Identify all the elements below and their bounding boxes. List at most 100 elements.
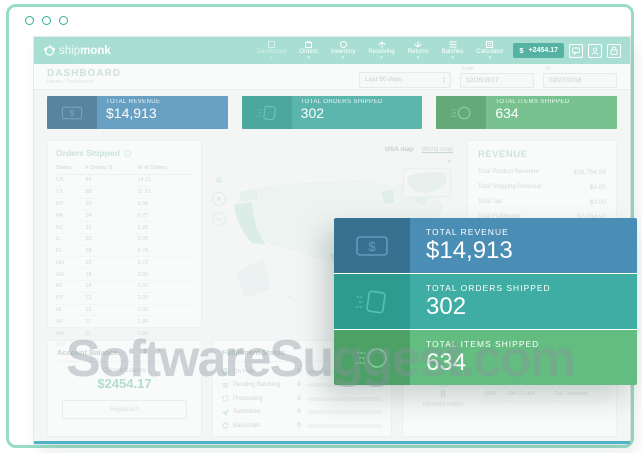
page-title-block: DASHBOARD Home / Dashboard bbox=[47, 68, 121, 85]
shipped-items-icon bbox=[334, 330, 410, 385]
world-map-link[interactable]: World map bbox=[421, 146, 453, 153]
usa-map-tab[interactable]: USA map bbox=[385, 146, 414, 153]
fulfillment-row: Pending Batching 0 bbox=[222, 382, 382, 389]
nav-label: Returns bbox=[407, 49, 429, 55]
shipmonk-logo[interactable]: shipmonk bbox=[43, 44, 111, 57]
returns-icon bbox=[414, 41, 423, 48]
clock-icon bbox=[222, 368, 229, 375]
from-date-input[interactable]: 12/26/2017 bbox=[460, 72, 534, 88]
breadcrumb: Home / Dashboard bbox=[47, 78, 94, 85]
batch-layers-icon bbox=[222, 382, 229, 388]
nav-item-dashboard[interactable]: Dashboard ▾ bbox=[256, 41, 287, 61]
nav-label: Inventory bbox=[330, 49, 356, 55]
stat-label: TOTAL ORDERS SHIPPED bbox=[426, 283, 551, 293]
date-from-group: From 12/26/2017 bbox=[460, 66, 534, 88]
user-button[interactable] bbox=[588, 43, 602, 58]
table-row: MA 11 1.86 bbox=[56, 327, 193, 340]
shipped-box-icon bbox=[241, 96, 292, 129]
table-row: OH 22 3.72 bbox=[56, 256, 193, 270]
chevron-down-icon: ▾ bbox=[451, 55, 454, 61]
fulfillment-row: Backorder 0 bbox=[222, 422, 382, 429]
table-row: NJ 31 5.25 bbox=[56, 221, 193, 234]
sort-icon: ⇅ bbox=[108, 165, 114, 171]
info-icon[interactable]: i bbox=[123, 149, 131, 157]
map-zoom-out-button[interactable]: − bbox=[212, 212, 226, 226]
submitted-icon bbox=[222, 409, 229, 416]
col-states: States bbox=[56, 163, 86, 175]
revenue-row: Total Product Revenue: $36,754.55 bbox=[478, 169, 606, 176]
top-navbar: shipmonk Dashboard ▾ Orders ▾ bbox=[34, 37, 630, 64]
shipped-box-icon bbox=[334, 274, 410, 329]
fulfillment-row: Submitted 0 bbox=[222, 409, 382, 416]
account-balance-badge[interactable]: $ +2454.17 bbox=[513, 43, 564, 58]
col-pct: % of Orders bbox=[137, 163, 193, 175]
table-row: FL 28 4.74 bbox=[56, 245, 193, 258]
to-date-input[interactable]: 03/27/2018 bbox=[543, 72, 617, 88]
stat-value: 302 bbox=[300, 105, 325, 121]
col-orders[interactable]: # Orders ⇅ bbox=[85, 163, 138, 175]
lock-button[interactable] bbox=[607, 43, 621, 58]
chat-button[interactable] bbox=[569, 43, 583, 58]
dashboard-icon bbox=[268, 41, 276, 48]
nav-label: Calculator bbox=[476, 49, 504, 55]
receiving-icon bbox=[377, 41, 386, 48]
stat-value: 634 bbox=[426, 349, 467, 376]
orders-shipped-title: Orders Shipped bbox=[56, 148, 120, 158]
orders-icon bbox=[304, 41, 312, 48]
svg-text:$: $ bbox=[70, 108, 75, 118]
date-range-value: Last 90 days bbox=[365, 76, 402, 83]
select-stepper-icon: ▴ ▾ bbox=[442, 74, 445, 84]
nav-menu: Dashboard ▾ Orders ▾ Inventory ▾ bbox=[256, 41, 504, 61]
overlay-total-items-card: TOTAL ITEMS SHIPPED 634 bbox=[334, 330, 637, 385]
chevron-down-icon: ▾ bbox=[488, 55, 492, 61]
nav-item-inventory[interactable]: Inventory ▾ bbox=[330, 41, 356, 61]
table-row: TX 68 11.51 bbox=[56, 186, 193, 199]
table-row: IL 30 5.08 bbox=[56, 233, 193, 246]
stats-row: $ TOTAL REVENUE $14,913 TOTAL ORDERS SHI… bbox=[47, 96, 618, 129]
table-row: WI 11 1.86 bbox=[56, 315, 193, 329]
chat-icon bbox=[572, 47, 580, 55]
nav-item-receiving[interactable]: Receiving ▾ bbox=[368, 41, 395, 61]
nav-item-calculator[interactable]: Calculator ▾ bbox=[476, 41, 504, 61]
window-dot-close[interactable] bbox=[25, 16, 34, 25]
table-row: IN 12 2.03 bbox=[56, 304, 193, 317]
stats-zoom-overlay: $ TOTAL REVENUE $14,913 TOTAL ORDERS SHI… bbox=[334, 218, 637, 385]
nav-item-batches[interactable]: Batches ▾ bbox=[442, 41, 463, 61]
orders-shipped-panel: Orders Shipped i States # Orders ⇅ % of … bbox=[47, 140, 202, 352]
backorder-icon bbox=[222, 422, 229, 429]
to-date-value: 03/27/2018 bbox=[549, 76, 582, 84]
returned-orders-count: 8 bbox=[440, 389, 446, 400]
stat-label: TOTAL ITEMS SHIPPED bbox=[495, 99, 570, 105]
map-zoom-in-button[interactable]: + bbox=[212, 192, 226, 206]
table-row: MI 14 2.37 bbox=[56, 280, 193, 293]
progress-bar bbox=[307, 383, 382, 387]
total-items-shipped-card: TOTAL ITEMS SHIPPED 634 bbox=[436, 96, 618, 129]
money-bill-icon: $ bbox=[47, 96, 97, 129]
window-dot-minimize[interactable] bbox=[42, 16, 51, 25]
to-label: To bbox=[545, 65, 551, 72]
chevron-down-icon: ▾ bbox=[307, 55, 310, 61]
overlay-total-revenue-card: $ TOTAL REVENUE $14,913 bbox=[334, 218, 637, 273]
stat-label: TOTAL ITEMS SHIPPED bbox=[426, 339, 540, 349]
window-dot-maximize[interactable] bbox=[59, 16, 68, 25]
stat-label: TOTAL REVENUE bbox=[106, 99, 161, 105]
minimap-collapse-icon[interactable]: ▾ bbox=[447, 159, 451, 165]
inventory-icon bbox=[339, 41, 347, 48]
map-toggle: USA map World map bbox=[385, 146, 453, 153]
nav-label: Receiving bbox=[368, 49, 395, 55]
svg-text:$: $ bbox=[368, 239, 376, 254]
nav-item-orders[interactable]: Orders ▾ bbox=[299, 41, 318, 61]
stat-value: 634 bbox=[495, 105, 519, 121]
from-label: From bbox=[462, 65, 474, 72]
map-home-button[interactable]: ⌂ bbox=[216, 174, 222, 184]
minimap-inset[interactable] bbox=[403, 168, 451, 197]
nav-item-returns[interactable]: Returns ▾ bbox=[407, 41, 429, 61]
stat-value: $14,913 bbox=[106, 105, 157, 121]
progress-bar bbox=[307, 410, 382, 414]
date-range-select[interactable]: Last 90 days ▴ ▾ bbox=[359, 71, 451, 88]
page-header: DASHBOARD Home / Dashboard Last 90 days … bbox=[34, 64, 630, 90]
user-icon bbox=[591, 46, 599, 55]
table-row: PA 34 5.75 bbox=[56, 209, 193, 223]
replenish-button[interactable]: Replenish bbox=[62, 400, 187, 419]
nav-label: Dashboard bbox=[256, 49, 287, 55]
